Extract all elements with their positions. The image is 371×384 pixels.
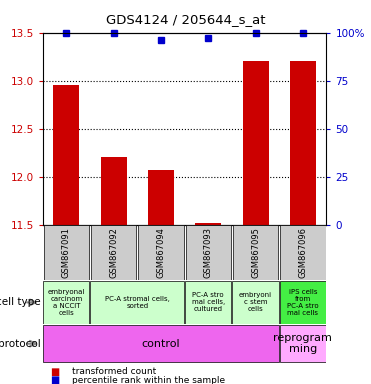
Bar — [101, 157, 127, 225]
Text: GSM867093: GSM867093 — [204, 227, 213, 278]
Bar — [44, 225, 89, 280]
Bar — [43, 325, 279, 362]
Bar — [185, 281, 232, 324]
Bar — [186, 225, 231, 280]
Text: GSM867094: GSM867094 — [157, 227, 165, 278]
Text: PC-A stro
mal cells,
cultured: PC-A stro mal cells, cultured — [191, 292, 225, 313]
Text: GSM867092: GSM867092 — [109, 227, 118, 278]
Text: embryoni
c stem
cells: embryoni c stem cells — [239, 292, 272, 313]
Bar — [280, 225, 325, 280]
Text: reprogram
ming: reprogram ming — [273, 333, 332, 354]
Bar — [243, 61, 269, 225]
Bar — [195, 223, 221, 225]
Text: GSM867091: GSM867091 — [62, 227, 71, 278]
Text: protocol: protocol — [0, 339, 41, 349]
Bar — [232, 281, 279, 324]
Bar — [43, 281, 89, 324]
Bar — [91, 225, 136, 280]
Bar — [148, 170, 174, 225]
Bar — [53, 86, 79, 225]
Bar — [91, 281, 184, 324]
Text: GDS4124 / 205644_s_at: GDS4124 / 205644_s_at — [106, 13, 265, 26]
Text: iPS cells
from
PC-A stro
mal cells: iPS cells from PC-A stro mal cells — [287, 289, 319, 316]
Text: PC-A stromal cells,
sorted: PC-A stromal cells, sorted — [105, 296, 170, 309]
Text: percentile rank within the sample: percentile rank within the sample — [72, 376, 226, 384]
Text: GSM867096: GSM867096 — [298, 227, 307, 278]
Bar — [280, 325, 326, 362]
Text: ■: ■ — [50, 375, 59, 384]
Text: transformed count: transformed count — [72, 367, 157, 376]
Text: cell type: cell type — [0, 297, 41, 308]
Text: GSM867095: GSM867095 — [251, 227, 260, 278]
Text: ■: ■ — [50, 367, 59, 377]
Bar — [290, 61, 316, 225]
Text: embryonal
carcinom
a NCCIT
cells: embryonal carcinom a NCCIT cells — [47, 289, 85, 316]
Text: control: control — [142, 339, 180, 349]
Bar — [138, 225, 184, 280]
Bar — [233, 225, 278, 280]
Bar — [280, 281, 326, 324]
